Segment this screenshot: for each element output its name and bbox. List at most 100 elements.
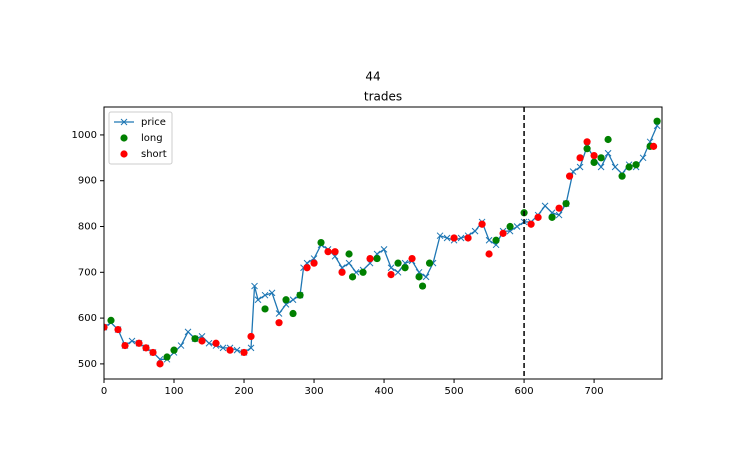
dot-marker: [548, 213, 556, 221]
x-marker: [275, 310, 283, 317]
dot-marker: [142, 344, 150, 352]
x-marker: [289, 296, 297, 304]
x-marker: [576, 163, 584, 171]
x-marker: [261, 291, 269, 299]
dot-marker: [604, 135, 612, 144]
dot-marker: [156, 360, 164, 368]
x-tick-label: 600: [515, 386, 534, 397]
x-marker: [205, 339, 213, 347]
x-tick-label: 300: [304, 386, 323, 397]
price-line: [104, 125, 658, 360]
dot-marker: [338, 268, 346, 276]
x-marker: [541, 202, 549, 210]
dot-marker: [289, 309, 297, 318]
dot-marker: [121, 341, 129, 350]
x-marker: [387, 264, 395, 272]
x-marker: [251, 282, 258, 290]
dot-marker: [261, 305, 269, 313]
dot-marker: [366, 254, 374, 263]
y-tick-label: 900: [78, 176, 97, 187]
suptitle: 44: [365, 70, 380, 84]
dot-marker: [478, 220, 486, 228]
x-marker: [555, 211, 563, 219]
dot-marker: [583, 145, 591, 153]
x-marker: [380, 246, 388, 253]
dot-marker: [198, 337, 206, 345]
dot-marker: [282, 296, 290, 304]
dot-marker: [590, 158, 598, 167]
dot-marker: [401, 264, 409, 272]
dot-marker: [464, 234, 472, 242]
y-tick-label: 600: [78, 313, 97, 324]
x-marker: [611, 163, 619, 171]
x-marker: [471, 227, 479, 235]
y-tick-label: 700: [78, 267, 97, 278]
dot-marker: [348, 273, 357, 281]
x-marker: [268, 289, 276, 297]
dot-marker: [492, 236, 500, 244]
y-tick-label: 800: [78, 222, 97, 233]
x-tick-label: 700: [585, 386, 604, 397]
dot-marker: [163, 353, 171, 361]
x-marker: [443, 234, 451, 242]
x-marker: [604, 149, 612, 157]
x-marker: [184, 328, 192, 336]
dot-marker: [317, 238, 325, 247]
legend-marker: [120, 150, 128, 158]
dot-marker: [247, 332, 255, 341]
dot-marker: [331, 248, 339, 256]
x-tick-label: 100: [164, 386, 183, 397]
dot-marker: [275, 319, 283, 327]
dot-marker: [212, 339, 220, 347]
x-marker: [513, 223, 521, 230]
dot-marker: [425, 259, 434, 267]
axes-frame: [103, 106, 663, 380]
legend-label: short: [141, 149, 167, 160]
dot-marker: [135, 339, 143, 347]
x-marker: [219, 344, 227, 352]
dot-marker: [499, 229, 507, 237]
dot-marker: [104, 323, 108, 331]
dot-marker: [625, 163, 633, 171]
dot-marker: [618, 172, 626, 180]
dot-marker: [418, 282, 427, 290]
dot-marker: [527, 220, 535, 228]
dot-marker: [240, 348, 248, 357]
dot-marker: [450, 234, 458, 242]
dot-marker: [324, 248, 332, 256]
dot-marker: [387, 270, 395, 279]
dot-marker: [576, 154, 584, 162]
dot-marker: [565, 172, 574, 180]
dot-marker: [373, 254, 381, 263]
plot-area: [104, 117, 661, 368]
dot-marker: [583, 138, 591, 146]
dot-marker: [359, 268, 367, 276]
dot-marker: [303, 264, 311, 272]
legend-marker: [120, 118, 128, 126]
y-tick-label: 1000: [72, 130, 97, 141]
x-marker: [436, 232, 444, 240]
dot-marker: [597, 154, 605, 162]
x-marker: [422, 273, 430, 281]
x-marker: [247, 344, 255, 352]
x-marker: [177, 342, 185, 349]
dot-marker: [590, 151, 598, 160]
dot-marker: [506, 222, 514, 231]
x-tick-label: 200: [234, 386, 253, 397]
dot-marker: [114, 325, 122, 334]
x-marker: [254, 296, 262, 304]
dot-marker: [562, 200, 570, 208]
dot-marker: [649, 142, 658, 150]
chart-title: trades: [364, 90, 402, 104]
dot-marker: [632, 161, 640, 169]
x-tick-label: 500: [445, 386, 464, 397]
legend-label: long: [141, 133, 163, 144]
x-marker: [233, 346, 241, 354]
x-tick-label: 400: [375, 386, 394, 397]
legend-label: price: [141, 117, 166, 128]
x-marker: [457, 234, 465, 242]
x-tick-label: 0: [101, 386, 107, 397]
dot-marker: [408, 254, 416, 263]
x-marker: [597, 163, 605, 171]
